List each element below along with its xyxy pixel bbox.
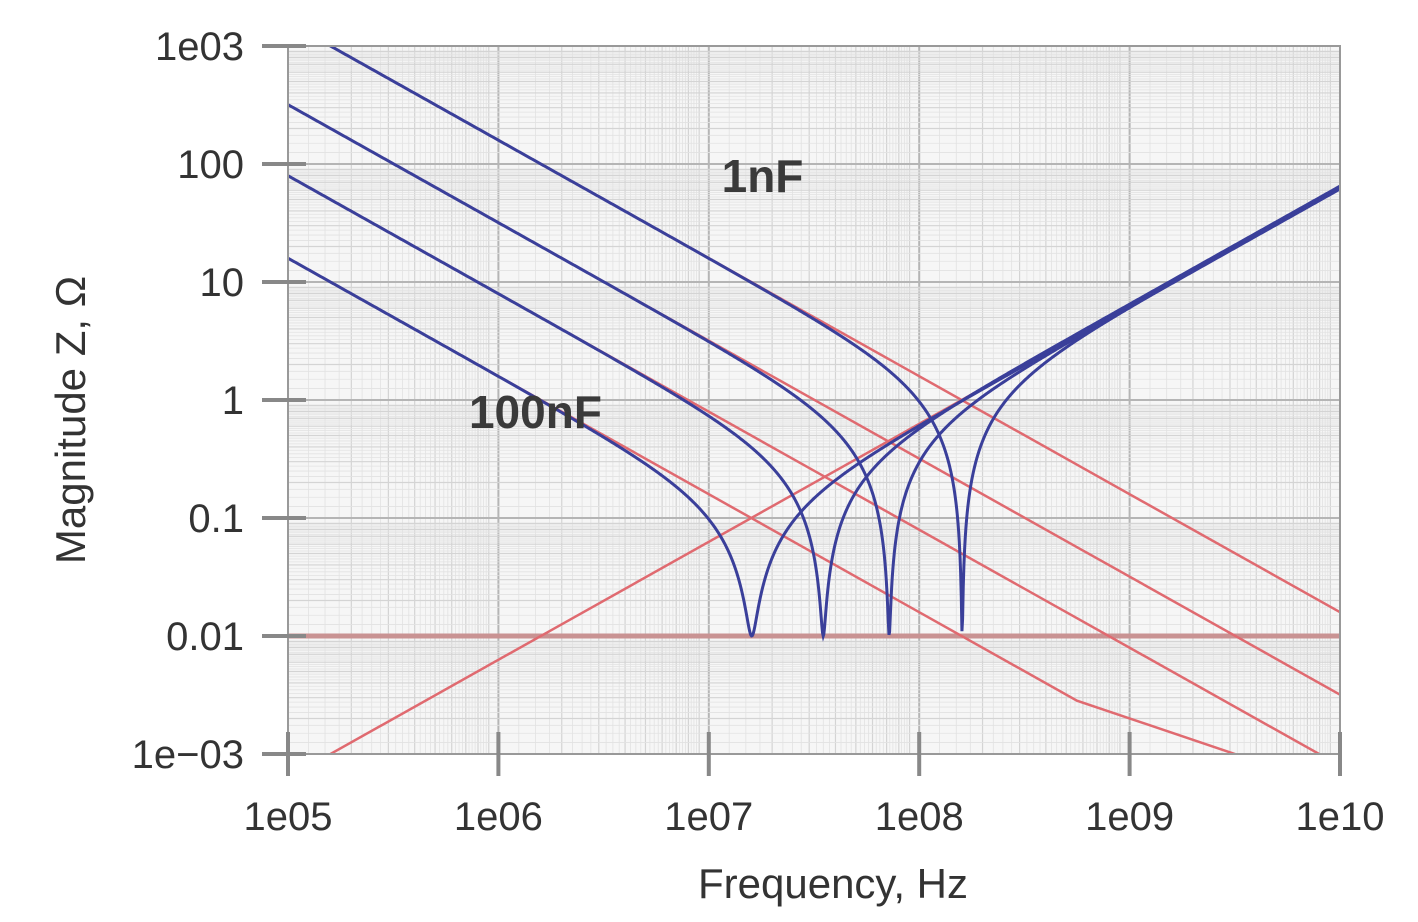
x-tick-label: 1e10 <box>1296 795 1385 839</box>
y-axis-label: Magnitude Z, Ω <box>47 276 94 564</box>
series-capacitor-impedance <box>288 174 1340 642</box>
x-tick-label: 1e09 <box>1085 795 1174 839</box>
series-capacitor-impedance <box>288 187 1340 638</box>
x-tick-label: 1e06 <box>454 795 543 839</box>
annotations: 1nF 100nF <box>469 150 803 438</box>
y-tick-label: 1 <box>222 379 244 423</box>
y-tick-label: 0.1 <box>188 497 244 541</box>
x-axis-label: Frequency, Hz <box>698 860 968 907</box>
y-tick-label: 10 <box>200 261 245 305</box>
axis-ticks: 1e05 1e06 1e07 1e08 1e09 1e10 1e−03 0.01 0.1 1 10 1… <box>132 25 1385 839</box>
y-tick-label: 0.01 <box>166 615 244 659</box>
x-tick-label: 1e05 <box>244 795 333 839</box>
annotation-label: 1nF <box>722 150 804 202</box>
y-tick-label: 1e−03 <box>132 733 244 777</box>
x-tick-label: 1e08 <box>875 795 964 839</box>
x-tick-label: 1e07 <box>664 795 753 839</box>
y-tick-label: 100 <box>177 143 244 187</box>
series-group <box>288 46 1340 754</box>
y-tick-label: 1e03 <box>155 25 244 69</box>
annotation-label: 100nF <box>469 386 602 438</box>
